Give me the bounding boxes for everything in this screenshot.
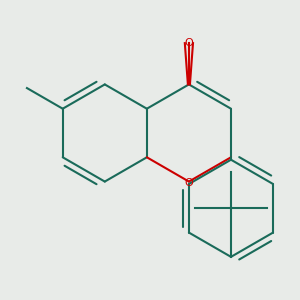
Text: O: O xyxy=(184,38,193,48)
Text: O: O xyxy=(184,178,193,188)
